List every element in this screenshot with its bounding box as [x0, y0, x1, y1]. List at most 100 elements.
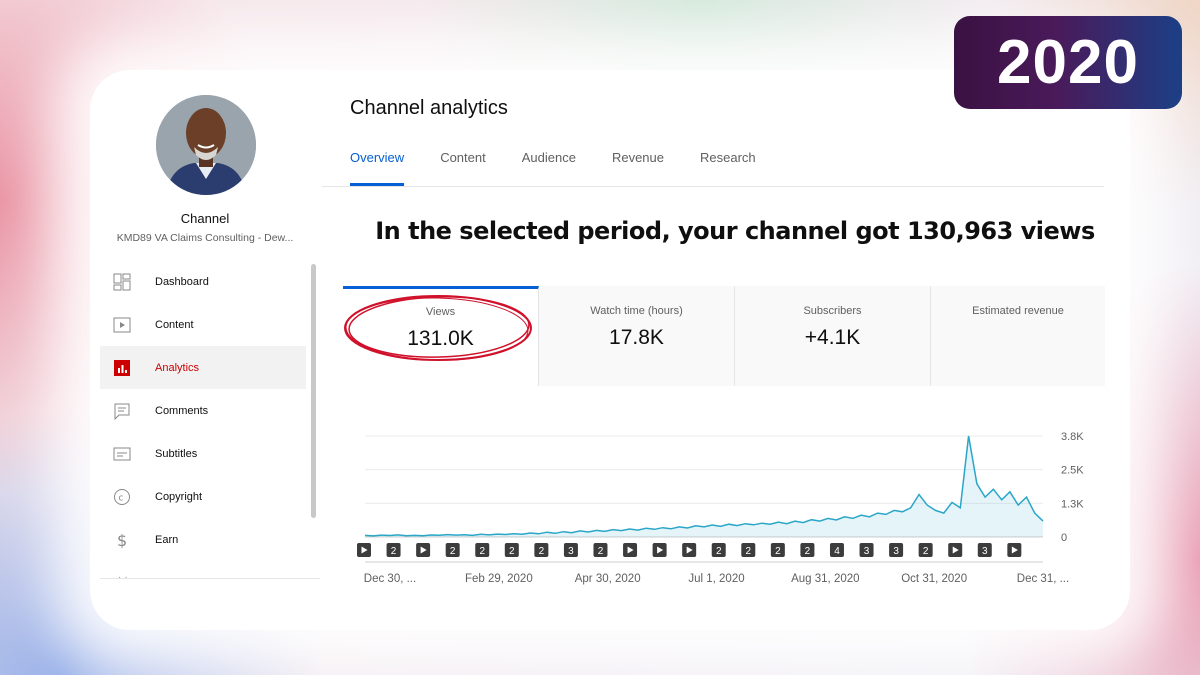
more-dots-icon: ··: [118, 572, 131, 583]
highlight-circle: [344, 295, 532, 361]
video-marker: [504, 543, 519, 557]
video-marker: [770, 543, 785, 557]
series-line: [364, 435, 1044, 537]
tab-revenue[interactable]: Revenue: [611, 150, 664, 165]
comments-icon: [112, 401, 132, 421]
marker-count: 3: [893, 546, 899, 557]
metric-value: +4.1K: [804, 326, 861, 349]
sidebar-item-subtitles[interactable]: Subtitles: [100, 432, 306, 475]
sidebar-item-analytics[interactable]: Analytics: [100, 346, 306, 389]
x-tick-label: Apr 30, 2020: [575, 573, 641, 585]
metric-card-subscribers[interactable]: Subscribers +4.1K: [735, 286, 931, 386]
y-tick-label: 1.3K: [1061, 498, 1084, 510]
period-summary: In the selected period, your channel got…: [375, 217, 1095, 245]
play-icon: [686, 546, 693, 554]
video-marker: [829, 543, 844, 557]
sidebar-item-earn[interactable]: $ Earn: [100, 518, 306, 561]
tab-overview[interactable]: Overview: [350, 150, 405, 186]
video-marker: [977, 543, 992, 557]
earn-icon: $: [112, 530, 132, 550]
video-marker: [889, 543, 904, 557]
sidebar-item-label: Subtitles: [155, 447, 198, 460]
marker-count: 4: [834, 546, 840, 557]
video-marker: [534, 543, 549, 557]
play-icon: [1011, 546, 1018, 554]
tabs-divider: [322, 186, 1104, 187]
x-tick-label: Feb 29, 2020: [465, 573, 533, 585]
analytics-icon: [112, 358, 132, 378]
marker-count: 2: [923, 546, 929, 557]
svg-text:$: $: [117, 531, 127, 549]
y-tick-label: 0: [1061, 532, 1067, 544]
channel-avatar[interactable]: [156, 95, 256, 195]
sidebar-item-comments[interactable]: Comments: [100, 389, 306, 432]
video-marker: [475, 543, 490, 557]
marker-count: 2: [805, 546, 811, 557]
channel-label: Channel: [180, 211, 230, 226]
video-marker: [918, 543, 933, 557]
sidebar-item-copyright[interactable]: c Copyright: [100, 475, 306, 518]
video-marker: [711, 543, 726, 557]
y-tick-label: 3.8K: [1061, 431, 1084, 443]
video-marker: [859, 543, 874, 557]
page-title: Channel analytics: [350, 97, 508, 119]
play-icon: [361, 546, 368, 554]
sidebar-item-dashboard[interactable]: Dashboard: [100, 260, 306, 303]
copyright-icon: c: [112, 487, 132, 507]
y-tick-label: 2.5K: [1061, 465, 1084, 477]
marker-count: 3: [568, 546, 574, 557]
tab-audience[interactable]: Audience: [521, 150, 576, 165]
series-area: [365, 436, 1043, 537]
avatar-portrait: [156, 95, 256, 195]
metric-card-views[interactable]: Views 131.0K: [343, 286, 539, 386]
dashboard-icon: [112, 272, 132, 292]
x-tick-label: Dec 30, ...: [364, 573, 416, 585]
metric-label: Views: [425, 306, 456, 318]
metric-value: 131.0K: [407, 327, 474, 350]
marker-count: 3: [982, 546, 988, 557]
metric-value: 17.8K: [609, 326, 664, 349]
x-tick-label: Aug 31, 2020: [791, 573, 859, 585]
video-marker: [800, 543, 815, 557]
sidebar-scrollbar[interactable]: [311, 264, 316, 518]
sidebar-item-label: Content: [155, 318, 194, 331]
subtitles-icon: [112, 444, 132, 464]
sidebar-item-label: Earn: [155, 533, 179, 546]
marker-count: 2: [775, 546, 781, 557]
marker-count: 3: [864, 546, 870, 557]
tab-research[interactable]: Research: [700, 150, 756, 165]
channel-name: KMD89 VA Claims Consulting - Dew...: [116, 232, 294, 244]
sidebar-item-label: Analytics: [155, 361, 200, 374]
sidebar-item-content[interactable]: Content: [100, 303, 306, 346]
video-marker: [445, 543, 460, 557]
year-badge: 2020: [954, 16, 1182, 109]
analytics-tabs: Overview Content Audience Revenue Resear…: [350, 150, 792, 186]
sidebar-nav: Dashboard Content Analytics Comments Sub…: [100, 260, 306, 561]
metric-label: Estimated revenue: [972, 305, 1064, 317]
play-icon: [420, 546, 427, 554]
x-tick-label: Oct 31, 2020: [901, 573, 967, 585]
marker-count: 2: [539, 546, 545, 557]
x-tick-label: Jul 1, 2020: [688, 573, 744, 585]
play-icon: [627, 546, 634, 554]
sidebar-item-label: Dashboard: [155, 275, 209, 288]
metric-label: Watch time (hours): [590, 305, 683, 317]
video-marker: [593, 543, 608, 557]
video-marker: [741, 543, 756, 557]
sidebar-item-label: Copyright: [155, 490, 203, 503]
marker-count: 2: [479, 546, 485, 557]
tab-content[interactable]: Content: [440, 150, 486, 165]
metric-label: Subscribers: [803, 305, 862, 317]
play-icon: [952, 546, 959, 554]
marker-count: 2: [509, 546, 515, 557]
marker-count: 2: [391, 546, 397, 557]
marker-count: 2: [716, 546, 722, 557]
metric-card-revenue[interactable]: Estimated revenue: [931, 286, 1105, 386]
views-chart[interactable]: 3.8K 2.5K 1.3K 0 2 2 2 2 2 3 2 2 2 2 2 4 3 3 2 3 Dec 30, ...…: [343, 420, 1103, 595]
marker-count: 2: [746, 546, 752, 557]
metric-card-watch-time[interactable]: Watch time (hours) 17.8K: [539, 286, 735, 386]
svg-text:c: c: [119, 493, 124, 503]
content-icon: [112, 315, 132, 335]
metric-cards: Views 131.0K Watch time (hours) 17.8K Su…: [343, 286, 1105, 386]
x-tick-label: Dec 31, ...: [1017, 573, 1069, 585]
